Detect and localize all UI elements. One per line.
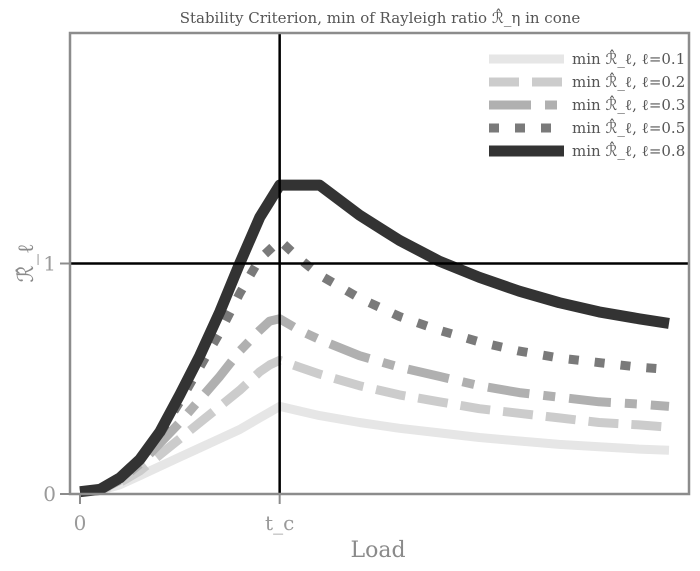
y-tick-label: 1 xyxy=(43,252,56,276)
legend-label-5: min ℛ̂_ℓ, ℓ=0.8 xyxy=(572,141,685,160)
x-tick-label: 0 xyxy=(74,511,87,535)
legend-label-1: min ℛ̂_ℓ, ℓ=0.1 xyxy=(572,49,685,68)
x-tick-label: t_c xyxy=(265,511,294,535)
plot-area: 0 t_c 0 1 min ℛ̂_ℓ, ℓ=0.1 min ℛ̂_ℓ, ℓ=0.2 min … xyxy=(43,31,691,535)
y-axis-label: ℛ̂_ℓ xyxy=(14,243,39,282)
y-tick-label: 0 xyxy=(43,482,56,506)
x-axis-label: Load xyxy=(350,538,405,563)
series-line-4 xyxy=(79,235,670,497)
legend-label-2: min ℛ̂_ℓ, ℓ=0.2 xyxy=(572,72,685,91)
chart-title: Stability Criterion, min of Rayleigh rat… xyxy=(180,8,581,27)
legend-label-3: min ℛ̂_ℓ, ℓ=0.3 xyxy=(572,95,685,114)
legend-label-4: min ℛ̂_ℓ, ℓ=0.5 xyxy=(572,118,685,137)
